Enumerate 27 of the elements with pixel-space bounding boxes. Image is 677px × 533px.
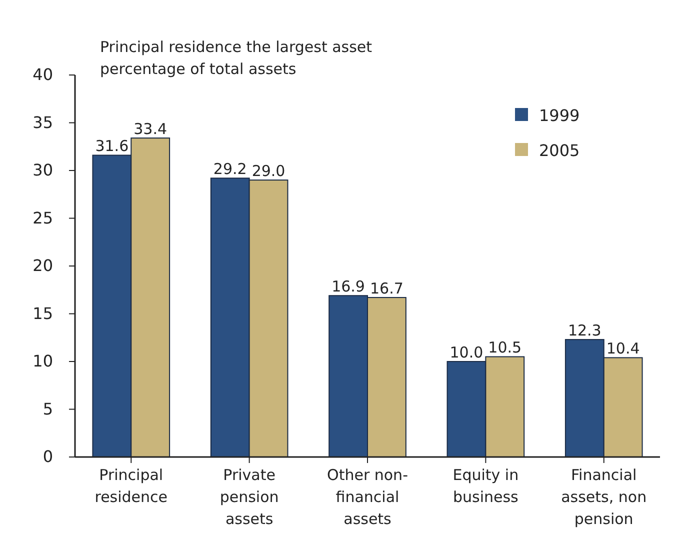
y-tick-label: 5 (42, 399, 53, 418)
data-label: 10.0 (450, 344, 484, 362)
data-label: 12.3 (568, 322, 602, 340)
data-label: 31.6 (95, 137, 129, 156)
x-tick-label: Private pension assets (220, 466, 279, 528)
data-label: 29.2 (213, 160, 247, 178)
legend-label: 2005 (539, 141, 580, 160)
data-label: 10.5 (488, 338, 522, 357)
x-tick-label: Financial assets, non pension (561, 466, 647, 528)
x-tick-label: Equity in business (452, 466, 519, 506)
x-tick-label: Other non-financial assets (327, 466, 408, 528)
chart-title: Principal residence the largest asset percentage of total assets (100, 38, 372, 78)
y-tick-label: 15 (32, 304, 53, 323)
y-tick-label: 30 (32, 160, 53, 180)
data-label: 16.9 (332, 278, 365, 296)
x-tick-label: Principal residence (94, 466, 168, 506)
y-tick-label: 0 (42, 447, 53, 466)
y-tick-label: 35 (32, 112, 53, 132)
y-tick-label: 10 (32, 352, 53, 370)
legend-label: 1999 (539, 106, 580, 125)
data-label: 29.0 (252, 162, 286, 180)
y-tick-label: 40 (32, 65, 53, 84)
y-tick-label: 25 (32, 208, 53, 228)
data-label: 16.7 (370, 280, 404, 298)
y-tick-label: 20 (32, 256, 53, 275)
data-label: 33.4 (134, 120, 168, 138)
data-label: 10.4 (606, 340, 640, 358)
